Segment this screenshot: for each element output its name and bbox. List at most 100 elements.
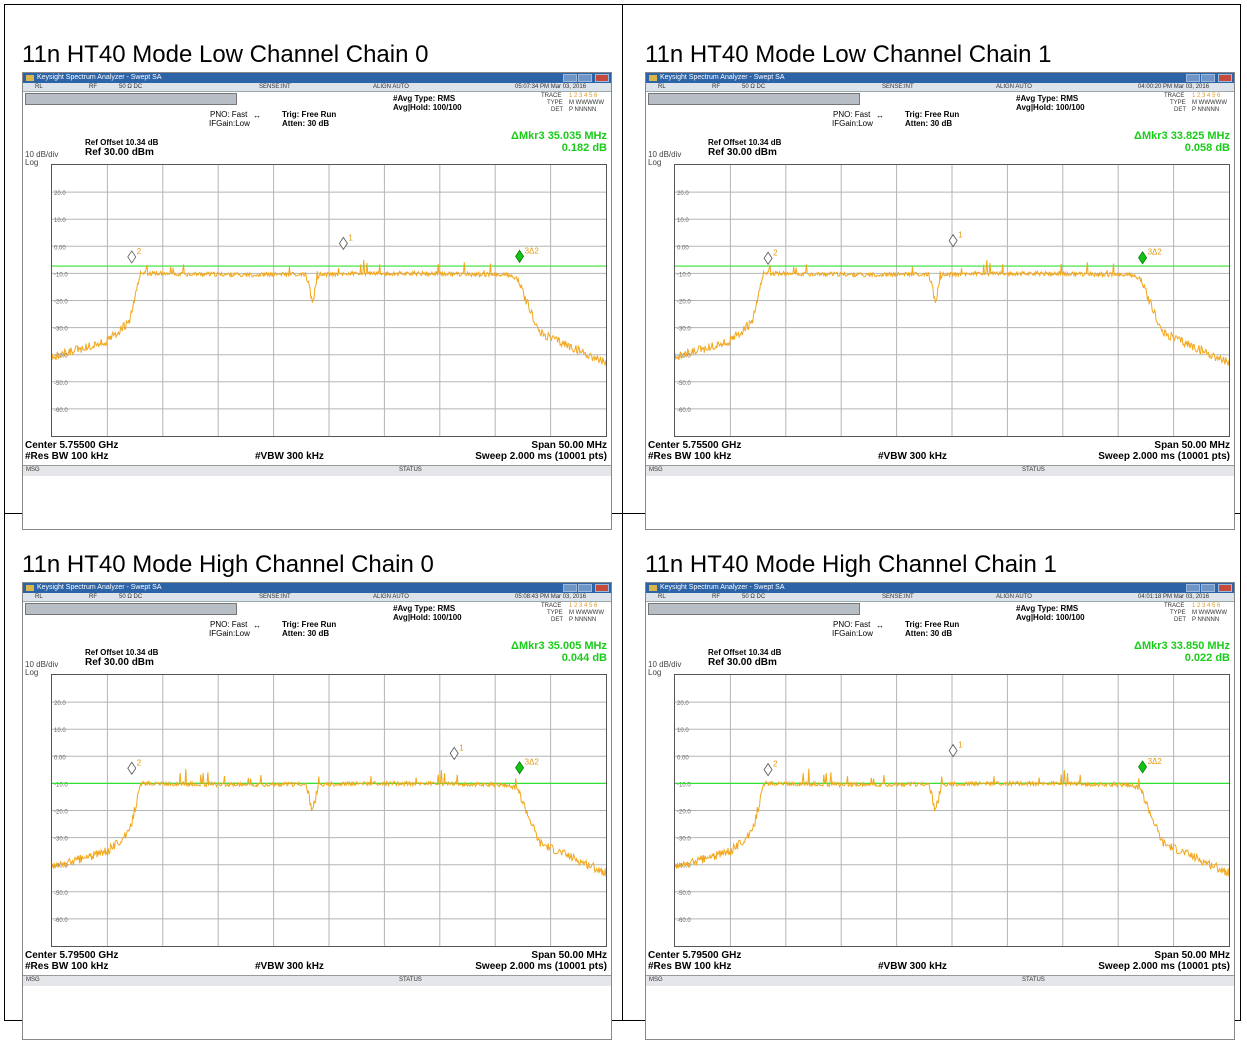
message-box xyxy=(25,93,237,105)
y-tick-label: -60.0 xyxy=(54,408,68,414)
y-tick-label: -10.0 xyxy=(54,272,68,278)
marker-label: 3Δ2 xyxy=(1148,248,1163,257)
avg-type-label: #Avg Type: RMS xyxy=(393,94,456,103)
menu-sense[interactable]: SENSE:INT xyxy=(882,84,914,90)
close-icon[interactable] xyxy=(595,584,609,592)
y-tick-label: -30.0 xyxy=(54,837,68,843)
y-tick-label: 10.0 xyxy=(677,728,689,734)
menu-sense[interactable]: SENSE:INT xyxy=(259,84,291,90)
spectrum-trace xyxy=(675,259,1229,366)
y-tick-label: -20.0 xyxy=(677,810,691,816)
status-label[interactable]: STATUS xyxy=(1022,467,1045,473)
close-icon[interactable] xyxy=(595,74,609,82)
sa-titlebar: Keysight Spectrum Analyzer - Swept SA xyxy=(646,73,1234,83)
type-value: M WWWWW xyxy=(1192,610,1227,616)
maximize-icon[interactable] xyxy=(578,584,592,592)
menu-impedance[interactable]: 50 Ω DC xyxy=(742,84,766,90)
menu-rf[interactable]: RF xyxy=(712,84,720,90)
menu-rl[interactable]: RL xyxy=(658,84,666,90)
y-tick-label: -10.0 xyxy=(54,782,68,788)
status-label[interactable]: STATUS xyxy=(399,977,422,983)
minimize-icon[interactable] xyxy=(563,584,577,592)
log-label: Log xyxy=(648,668,662,677)
menu-sense[interactable]: SENSE:INT xyxy=(259,594,291,600)
avg-type-label: #Avg Type: RMS xyxy=(1016,604,1079,613)
delta-marker-value: 0.044 dB xyxy=(561,652,607,664)
pno-label: PNO: Fast xyxy=(833,620,871,629)
minimize-icon[interactable] xyxy=(1186,74,1200,82)
timestamp: 04:01:18 PM Mar 03, 2016 xyxy=(1138,594,1210,600)
det-value: P NNNNN xyxy=(1192,107,1220,113)
ifgain-label: IFGain:Low xyxy=(209,119,250,128)
spectrum-svg: 20.010.00.00-10.0-20.0-30.0-40.0-50.0-60… xyxy=(52,165,606,436)
minimize-icon[interactable] xyxy=(563,74,577,82)
y-tick-label: 0.00 xyxy=(677,245,689,251)
menu-rl[interactable]: RL xyxy=(658,594,666,600)
menu-impedance[interactable]: 50 Ω DC xyxy=(742,594,766,600)
menu-align[interactable]: ALIGN AUTO xyxy=(373,84,409,90)
maximize-icon[interactable] xyxy=(1201,74,1215,82)
status-label[interactable]: STATUS xyxy=(399,467,422,473)
close-icon[interactable] xyxy=(1218,74,1232,82)
y-tick-label: -10.0 xyxy=(677,782,691,788)
menu-align[interactable]: ALIGN AUTO xyxy=(996,84,1032,90)
type-value: M WWWWW xyxy=(1192,100,1227,106)
y-tick-label: 20.0 xyxy=(54,701,66,707)
center-frequency: Center 5.75500 GHz xyxy=(648,440,742,451)
panel-3: 11n HT40 Mode High Channel Chain 0 Keysi… xyxy=(22,550,622,1050)
menu-impedance[interactable]: 50 Ω DC xyxy=(119,594,143,600)
menu-rf[interactable]: RF xyxy=(89,594,97,600)
marker-label: 1 xyxy=(459,743,464,752)
type-value: M WWWWW xyxy=(569,100,604,106)
close-icon[interactable] xyxy=(1218,584,1232,592)
panel-title: 11n HT40 Mode High Channel Chain 1 xyxy=(645,551,1057,578)
span-frequency: Span 50.00 MHz xyxy=(531,950,607,961)
menu-rl[interactable]: RL xyxy=(35,594,43,600)
menu-sense[interactable]: SENSE:INT xyxy=(882,594,914,600)
menu-rf[interactable]: RF xyxy=(712,594,720,600)
avg-hold-label: Avg|Hold: 100/100 xyxy=(1016,103,1085,112)
marker-label: 2 xyxy=(137,758,142,767)
spectrum-svg: 20.010.00.00-10.0-20.0-30.0-40.0-50.0-60… xyxy=(675,675,1229,946)
spectrum-plot[interactable]: 20.0 10.0 0.00 -10.0 -20.0 -30.0 -40.0 -50.0 -60… xyxy=(51,674,607,947)
menu-align[interactable]: ALIGN AUTO xyxy=(996,594,1032,600)
det-value: P NNNNN xyxy=(1192,617,1220,623)
maximize-icon[interactable] xyxy=(1201,584,1215,592)
ref-offset: Ref Offset 10.34 dB xyxy=(708,648,782,657)
menu-rl[interactable]: RL xyxy=(35,84,43,90)
sa-status-bar: RL RF 50 Ω DC SENSE:INT ALIGN AUTO 05:08… xyxy=(23,593,611,602)
det-value: P NNNNN xyxy=(569,617,597,623)
ref-level: Ref 30.00 dBm xyxy=(85,657,154,668)
spectrum-plot[interactable]: 20.0 10.0 0.00 -10.0 -20.0 -30.0 -40.0 -50.0 -60… xyxy=(674,164,1230,437)
status-label[interactable]: STATUS xyxy=(1022,977,1045,983)
menu-rf[interactable]: RF xyxy=(89,84,97,90)
trace-label: TRACE xyxy=(1164,93,1185,99)
y-tick-label: -50.0 xyxy=(677,891,691,897)
timestamp: 05:07:34 PM Mar 03, 2016 xyxy=(515,84,587,90)
span-frequency: Span 50.00 MHz xyxy=(1154,440,1230,451)
ref-offset: Ref Offset 10.34 dB xyxy=(708,138,782,147)
ref-level: Ref 30.00 dBm xyxy=(708,657,777,668)
y-tick-label: -20.0 xyxy=(54,810,68,816)
maximize-icon[interactable] xyxy=(578,74,592,82)
spectrum-plot[interactable]: 20.0 10.0 0.00 -10.0 -20.0 -30.0 -40.0 -50.0 -60… xyxy=(51,164,607,437)
sa-bottom-bar: MSG STATUS xyxy=(23,465,611,476)
keysight-app-icon xyxy=(26,585,34,591)
center-frequency: Center 5.79500 GHz xyxy=(25,950,119,961)
y-tick-label: -30.0 xyxy=(677,327,691,333)
y-tick-label: -60.0 xyxy=(677,918,691,924)
sweep-time: Sweep 2.000 ms (10001 pts) xyxy=(1098,961,1230,972)
table-horizontal-divider xyxy=(4,513,1241,514)
marker-label: 3Δ2 xyxy=(525,246,540,255)
minimize-icon[interactable] xyxy=(1186,584,1200,592)
res-bw: #Res BW 100 kHz xyxy=(648,451,732,462)
msg-label: MSG xyxy=(649,467,663,473)
res-bw: #Res BW 100 kHz xyxy=(25,451,109,462)
menu-align[interactable]: ALIGN AUTO xyxy=(373,594,409,600)
menu-impedance[interactable]: 50 Ω DC xyxy=(119,84,143,90)
trigger-label: Trig: Free Run xyxy=(282,110,337,119)
sa-app-title: Keysight Spectrum Analyzer - Swept SA xyxy=(37,74,162,81)
det-label: DET xyxy=(1174,617,1186,623)
sweep-arrow-icon: ↔ xyxy=(253,111,261,120)
spectrum-plot[interactable]: 20.0 10.0 0.00 -10.0 -20.0 -30.0 -40.0 -50.0 -60… xyxy=(674,674,1230,947)
